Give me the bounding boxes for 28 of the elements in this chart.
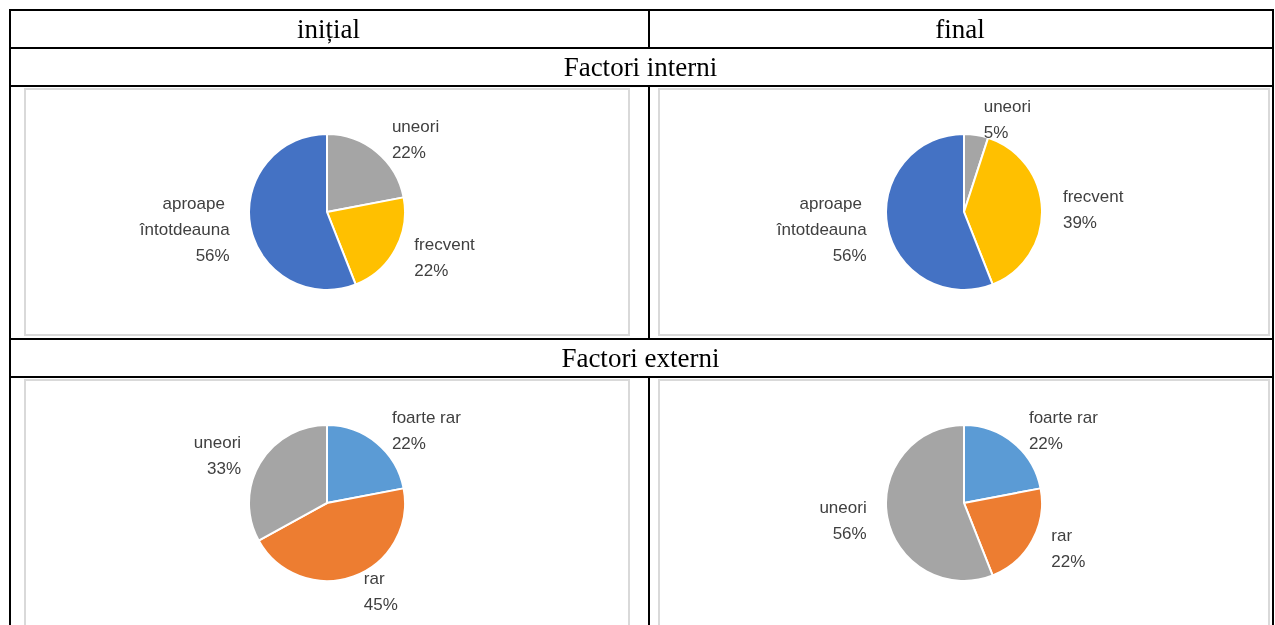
data-label: 5% [983, 122, 1009, 142]
slice-label: frecvent [414, 234, 476, 254]
slice-label: rar [363, 568, 385, 588]
data-label: 22% [1051, 551, 1086, 571]
text: Factori interni [562, 51, 719, 84]
text: final [934, 13, 986, 46]
slice-label: aproape întotdeauna [775, 194, 868, 240]
data-label: 39% [1062, 212, 1097, 232]
data-label: 22% [391, 143, 426, 163]
slice-label: frecvent [1062, 186, 1124, 206]
data-label: 56% [195, 246, 230, 266]
slice-label: uneori [983, 96, 1031, 116]
data-label: 22% [414, 260, 449, 280]
data-label: 45% [363, 594, 398, 614]
text: inițial [296, 13, 361, 46]
slice-label: uneori [193, 432, 242, 452]
data-label: 33% [207, 458, 242, 478]
data-label: 56% [832, 524, 867, 544]
slice-label: rar [1051, 525, 1073, 545]
data-label: 22% [1028, 434, 1063, 454]
data-label: 56% [832, 246, 867, 266]
slice-label: foarte rar [1028, 408, 1099, 428]
slice-label: foarte rar [391, 408, 462, 428]
slice-label: aproape întotdeauna [138, 194, 231, 240]
slice-label: uneori [819, 498, 867, 518]
data-label: 22% [391, 434, 426, 454]
text: Factori externi [560, 342, 721, 375]
slice-label: uneori [391, 117, 440, 137]
